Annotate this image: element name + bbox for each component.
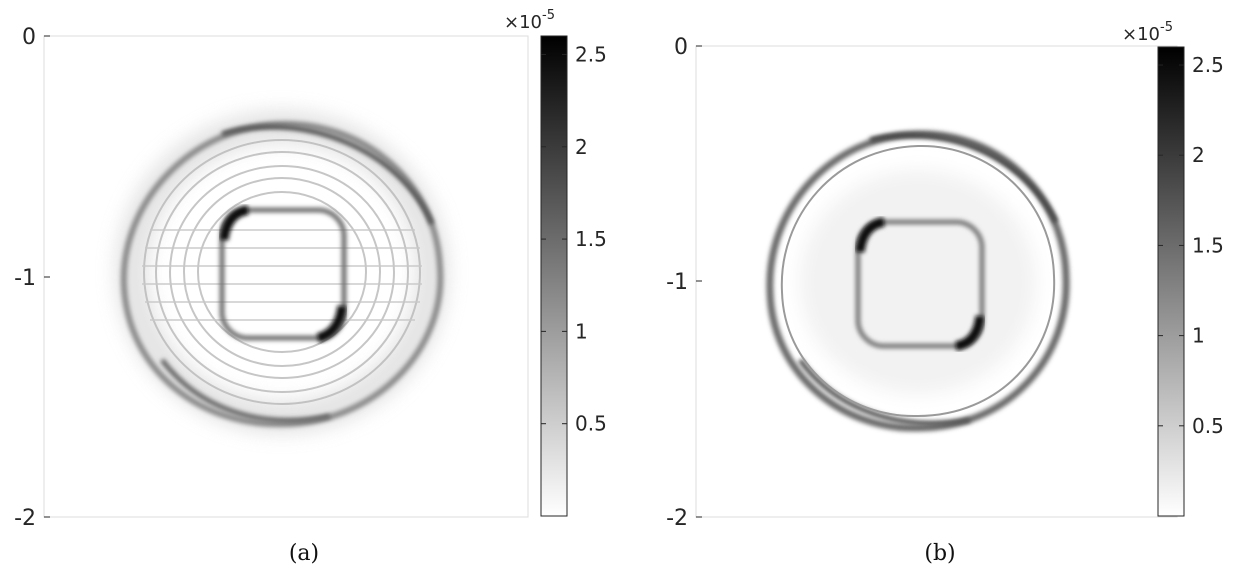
panel-a-colorbar-tick-label: 0.5 [575, 412, 607, 436]
panel-b-inner-front-dark-corner [955, 315, 985, 351]
panel-a-colorbar-tick-label: 2.5 [575, 42, 607, 66]
panel-b-inner-front-dark-corner [855, 217, 885, 253]
panel-a-yticks: 0 -1 -2 [14, 25, 50, 531]
panel-b: 0 -1 -2 0.5 1 1.5 2 2.5 ×10-5 (b) [666, 20, 1224, 566]
panel-b-ytick-label: -1 [666, 270, 688, 295]
panel-b-ytick-label: -2 [666, 506, 688, 531]
panel-a-colorbar-multiplier: ×10-5 [504, 8, 555, 33]
panel-b-colorbar-tick-label: 2 [1192, 143, 1205, 167]
panel-a-colorbar: 0.5 1 1.5 2 2.5 ×10-5 [504, 8, 607, 517]
panel-b-ytick-label: 0 [674, 35, 688, 60]
panel-a-colorbar-tick-label: 1.5 [575, 227, 607, 251]
panel-b-colorbar-tick-label: 1.5 [1192, 233, 1224, 257]
panel-b-outer-wavefront-inner-line [780, 144, 1056, 418]
panel-b-colorbar-tick-label: 0.5 [1192, 414, 1224, 438]
panel-a: 0 -1 -2 0.5 1 1.5 2 2.5 ×10-5 (a) [14, 8, 607, 566]
panel-a-field [115, 110, 449, 434]
panel-a-colorbar-tick-label: 1 [575, 319, 588, 343]
panel-a-colorbar-ticks: 0.5 1 1.5 2 2.5 [541, 42, 607, 436]
panel-b-field [766, 130, 1070, 432]
panel-b-colorbar-gradient [1157, 46, 1185, 517]
panel-b-inner-front [855, 219, 985, 349]
panel-a-ripples [143, 139, 421, 405]
panel-b-colorbar-tick-label: 2.5 [1192, 53, 1224, 77]
panel-b-caption: (b) [924, 541, 955, 566]
panel-a-inner-front-dark-corner [316, 305, 347, 343]
panel-a-ytick-label: -2 [14, 506, 36, 531]
panel-a-inner-front [219, 207, 347, 341]
panel-a-colorbar-gradient [540, 35, 568, 517]
panel-a-caption: (a) [289, 541, 319, 566]
panel-b-colorbar: 0.5 1 1.5 2 2.5 ×10-5 [1122, 20, 1224, 517]
panel-b-colorbar-tick-label: 1 [1192, 324, 1205, 348]
panel-a-ytick-label: 0 [22, 25, 36, 50]
panel-a-outer-wavefront-dark-arc [221, 124, 435, 225]
panel-a-outer-wavefront-dark-arc [160, 358, 331, 423]
panel-b-colorbar-ticks: 0.5 1 1.5 2 2.5 [1158, 53, 1224, 438]
panel-a-ripple-bands [142, 229, 422, 321]
panel-b-colorbar-multiplier: ×10-5 [1122, 20, 1173, 45]
panel-b-halo [800, 170, 1036, 394]
panel-a-ytick-label: -1 [14, 266, 36, 291]
panel-a-inner-front-dark-corner [219, 205, 249, 241]
panel-a-colorbar-tick-label: 2 [575, 135, 588, 159]
panel-b-outer-wavefront-dark-arc [869, 132, 1059, 224]
panel-b-yticks: 0 -1 -2 [666, 35, 702, 531]
panel-b-outer-wavefront-dark-arc [797, 358, 971, 426]
